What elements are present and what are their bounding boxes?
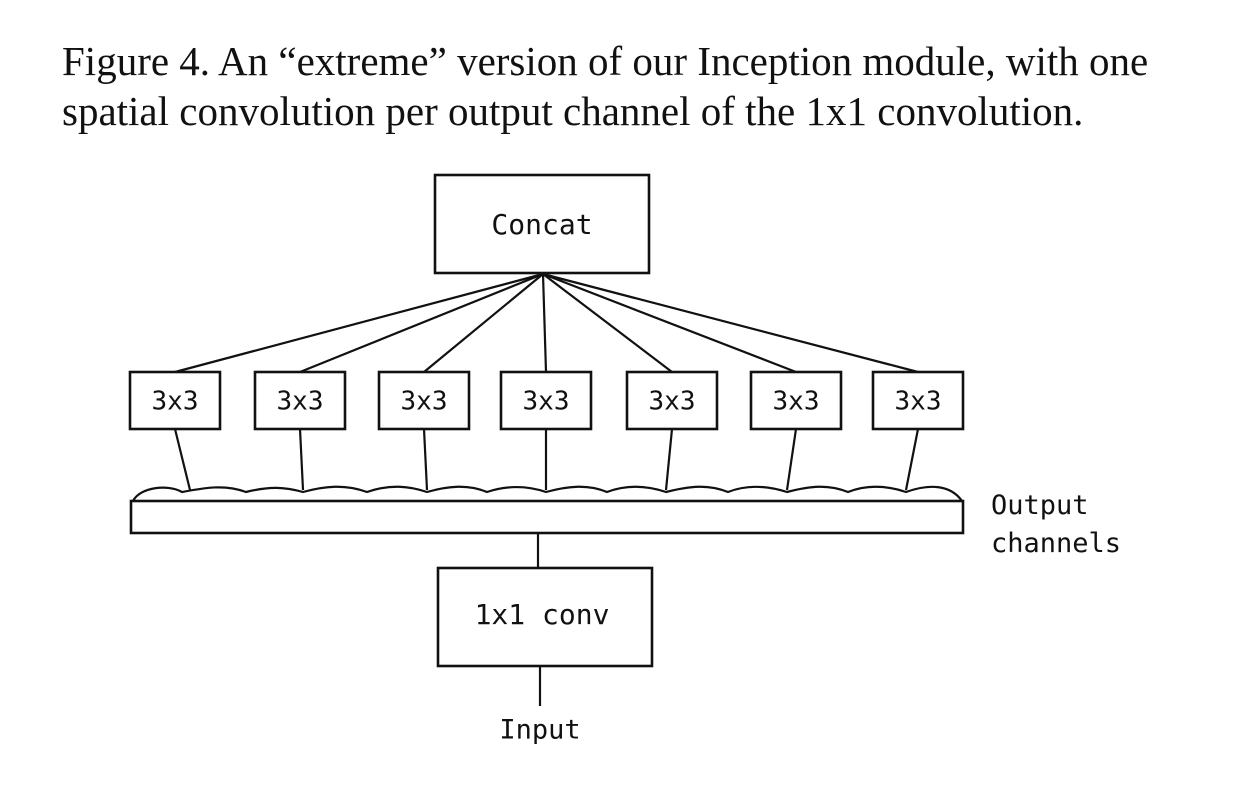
edge-concat-3x3-4 <box>541 273 548 373</box>
concat-label: Concat <box>491 208 592 241</box>
spatial-conv-box <box>499 370 593 431</box>
spatial-conv-label: 3x3 <box>152 387 199 417</box>
spatial-conv-box <box>253 370 347 431</box>
edge-concat-3x3-6 <box>542 272 797 374</box>
pointwise-conv-node: 1x1 conv <box>436 566 654 668</box>
spatial-conv-label: 3x3 <box>649 387 696 417</box>
edge-3x3-5-channel <box>664 428 674 491</box>
spatial-conv-label: 3x3 <box>773 387 820 417</box>
edge-concat-3x3-2 <box>299 272 544 374</box>
output-channels-label-line-2: channels <box>991 528 1121 559</box>
caption-line-1: Figure 4. An “extreme” version of our In… <box>62 38 1149 84</box>
figure-caption: Figure 4. An “extreme” version of our In… <box>62 36 1222 136</box>
edge-concat-3x3-5 <box>542 273 673 373</box>
pointwise-conv-label: 1x1 conv <box>475 598 610 631</box>
spatial-conv-node: 3x3 <box>749 370 843 431</box>
edge-3x3-7-channel <box>904 428 920 491</box>
concat-box <box>433 173 651 275</box>
spatial-conv-node: 3x3 <box>625 370 719 431</box>
concat-edges <box>174 272 919 374</box>
spatial-conv-box <box>377 370 471 431</box>
pointwise-conv-box <box>436 566 654 668</box>
spatial-conv-box <box>128 370 222 431</box>
spatial-conv-box <box>625 370 719 431</box>
spatial-conv-label: 3x3 <box>523 387 570 417</box>
spatial-conv-label: 3x3 <box>895 387 942 417</box>
output-channels-label-line-1: Output <box>991 490 1089 521</box>
edge-3x3-3-channel <box>422 428 429 491</box>
spatial-conv-node: 3x3 <box>128 370 222 431</box>
spatial-conv-row: 3x3 3x3 3x3 3x3 3x3 3x3 <box>128 370 965 431</box>
caption-line-2: spatial convolution per output channel o… <box>62 88 1084 134</box>
spatial-conv-node: 3x3 <box>253 370 347 431</box>
edge-3x3-2-channel <box>298 428 305 491</box>
edge-concat-3x3-7 <box>542 272 919 374</box>
spatial-conv-label: 3x3 <box>277 387 324 417</box>
spatial-conv-node: 3x3 <box>499 370 593 431</box>
edge-concat-3x3-1 <box>174 272 544 374</box>
channel-edges <box>173 428 920 491</box>
edge-3x3-6-channel <box>785 428 798 491</box>
spatial-conv-label: 3x3 <box>401 387 448 417</box>
concat-node: Concat <box>433 173 651 275</box>
output-channels-label: Output channels <box>991 490 1121 559</box>
edge-concat-3x3-3 <box>423 273 544 373</box>
input-label: Input <box>499 715 580 746</box>
spatial-conv-node: 3x3 <box>377 370 471 431</box>
spatial-conv-box <box>749 370 843 431</box>
spatial-conv-node: 3x3 <box>871 370 965 431</box>
spatial-conv-box <box>871 370 965 431</box>
output-channels-bar <box>129 499 965 535</box>
edge-3x3-1-channel <box>173 428 192 491</box>
output-channels-wave <box>132 485 963 502</box>
